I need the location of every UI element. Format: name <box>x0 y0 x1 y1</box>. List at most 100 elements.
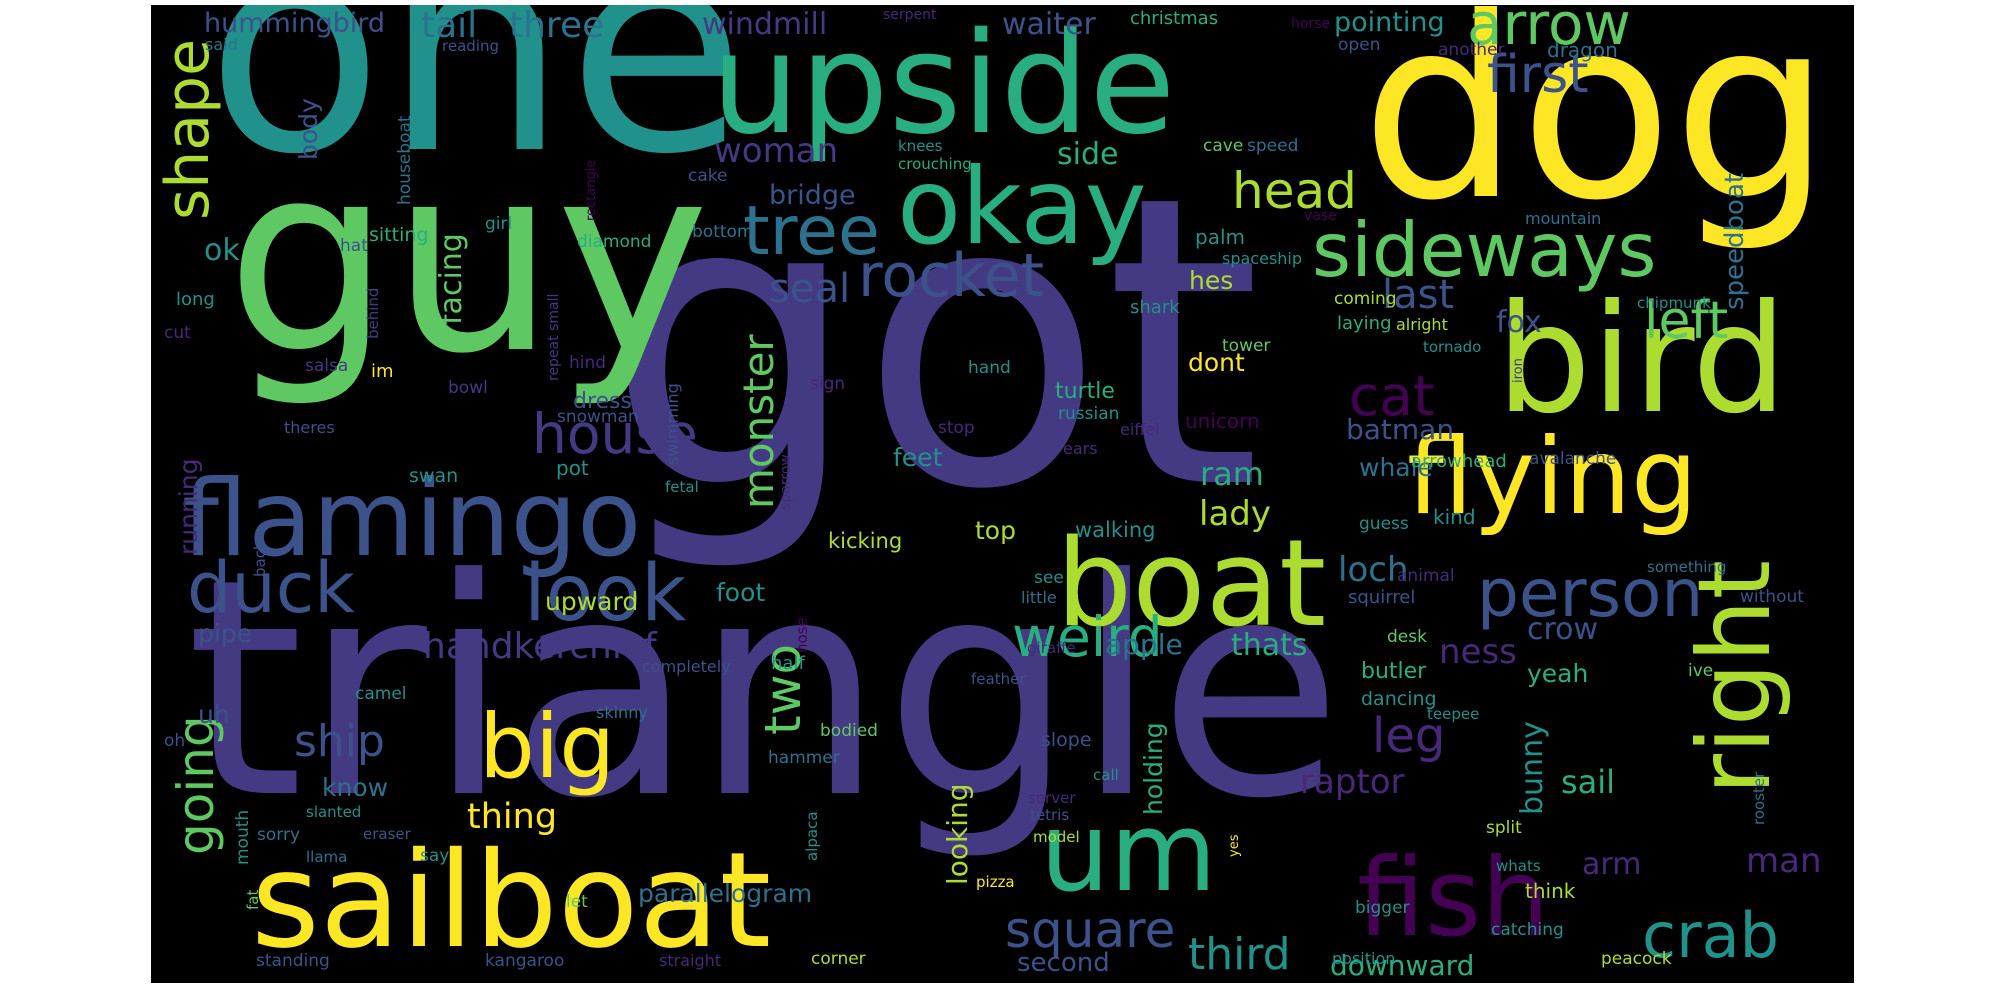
word-animal: animal <box>1397 566 1455 586</box>
word-facing: facing <box>434 233 469 325</box>
word-monster: monster <box>734 334 783 509</box>
word-hind: hind <box>569 353 607 373</box>
word-something: something <box>1647 558 1727 576</box>
word-said: said <box>205 35 238 54</box>
word-bridge: bridge <box>769 180 856 211</box>
word-hand: hand <box>968 358 1011 378</box>
word-triangle: triangle <box>186 515 1343 864</box>
word-see: see <box>1034 568 1064 588</box>
word-walking: walking <box>1075 518 1156 542</box>
word-fish: fish <box>1357 836 1550 961</box>
word-look: look <box>524 549 687 639</box>
word-three: three <box>509 5 605 46</box>
word-apple: apple <box>1105 628 1183 661</box>
word-girl: girl <box>485 214 513 234</box>
word-ram: ram <box>1200 455 1264 493</box>
word-thing: thing <box>467 797 558 837</box>
word-chipmunk: chipmunk <box>1637 294 1711 312</box>
word-nose: nose <box>793 617 811 653</box>
word-half: half <box>771 653 805 674</box>
word-squirrel: squirrel <box>1348 587 1416 608</box>
word-hat: hat <box>340 236 368 256</box>
word-llama: llama <box>306 848 348 866</box>
word-serpent: serpent <box>883 7 937 23</box>
word-vase: vase <box>1304 208 1337 224</box>
word-cake: cake <box>688 166 728 186</box>
word-teepee: teepee <box>1427 705 1480 723</box>
word-hes: hes <box>1189 266 1234 295</box>
word-say: say <box>420 846 450 866</box>
word-upside: upside <box>711 5 1176 166</box>
word-alright: alright <box>1396 315 1448 334</box>
word-corner: corner <box>811 949 866 969</box>
word-boat: boat <box>1056 515 1327 654</box>
word-hummingbird: hummingbird <box>204 8 385 39</box>
word-crab: crab <box>1642 899 1779 972</box>
word-seal: seal <box>769 266 851 312</box>
word-slope: slope <box>1041 729 1092 751</box>
word-ok: ok <box>204 233 240 268</box>
word-straight: straight <box>659 951 722 970</box>
word-standing: standing <box>256 951 330 971</box>
word-pot: pot <box>556 456 589 480</box>
word-salsa: salsa <box>305 356 349 376</box>
word-lady: lady <box>1199 494 1271 534</box>
word-desk: desk <box>1387 627 1427 647</box>
word-ears: ears <box>1063 439 1098 458</box>
word-laying: laying <box>1337 313 1392 334</box>
word-cloud: got triangle one guy dog upside bird sai… <box>151 5 1854 983</box>
word-bottom: bottom <box>692 222 754 242</box>
word-position: position <box>1332 949 1396 968</box>
word-fox: fox <box>1496 305 1542 340</box>
word-cat: cat <box>1349 364 1435 428</box>
word-side: side <box>1057 137 1119 172</box>
word-peacock: peacock <box>1601 949 1672 969</box>
word-eiffel: eiffel <box>1120 420 1160 439</box>
word-bunny: bunny <box>1515 721 1550 815</box>
word-okay: okay <box>897 146 1147 268</box>
word-last: last <box>1382 272 1455 318</box>
word-tower: tower <box>1222 336 1271 356</box>
word-person: person <box>1477 555 1704 632</box>
word-bodied: bodied <box>820 721 878 741</box>
word-theres: theres <box>284 418 335 437</box>
word-yes: yes <box>1227 834 1242 857</box>
word-giraffe: giraffe <box>1027 639 1076 657</box>
word-rocket: rocket <box>858 241 1045 311</box>
word-sail: sail <box>1561 763 1616 801</box>
word-tetris: tetris <box>1030 806 1070 824</box>
word-dragon: dragon <box>1547 38 1618 62</box>
word-snowman: snowman <box>557 407 639 427</box>
word-ive: ive <box>1688 661 1714 681</box>
word-flying: flying <box>1407 416 1698 538</box>
word-butler: butler <box>1361 659 1427 684</box>
word-batman: batman <box>1346 413 1455 446</box>
word-iron: iron <box>1511 358 1526 383</box>
word-pizza: pizza <box>976 873 1015 891</box>
word-first: first <box>1487 45 1589 105</box>
word-feet: feet <box>893 443 943 472</box>
word-sign: sign <box>810 374 846 394</box>
word-parallelogram: parallelogram <box>638 879 813 908</box>
word-ship: ship <box>294 716 385 767</box>
word-sorry: sorry <box>257 825 300 845</box>
word-speedboat: speedboat <box>1720 172 1750 310</box>
word-model: model <box>1033 828 1080 846</box>
word-mouth: mouth <box>233 809 253 865</box>
word-second: second <box>1017 948 1110 978</box>
word-kicking: kicking <box>828 529 903 553</box>
word-stop: stop <box>938 418 975 438</box>
word-without: without <box>1740 587 1804 607</box>
word-fetal: fetal <box>665 478 699 496</box>
word-handkerchief: handkerchief <box>423 626 657 667</box>
word-one: one <box>206 5 746 218</box>
word-horse: horse <box>1291 16 1331 32</box>
word-houseboat: houseboat <box>395 115 415 205</box>
word-loch: loch <box>1338 550 1409 590</box>
word-repeat small: repeat small <box>546 293 562 381</box>
word-dont: dont <box>1188 348 1245 377</box>
word-arm: arm <box>1582 847 1642 882</box>
word-windmill: windmill <box>702 7 828 42</box>
word-big: big <box>479 695 616 798</box>
word-im: im <box>371 361 394 382</box>
